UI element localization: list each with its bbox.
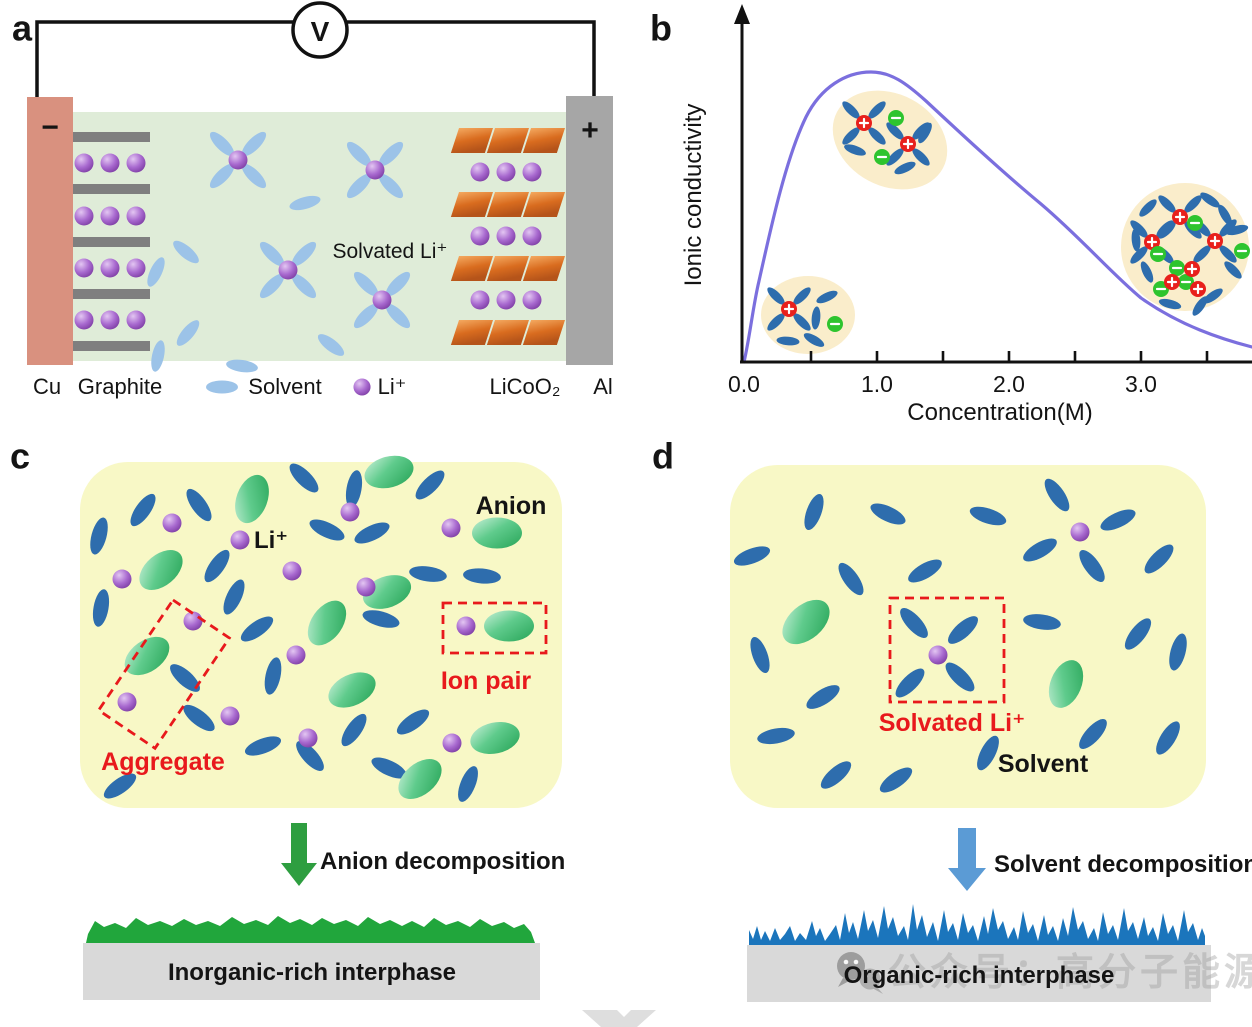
x-tick-1: 1.0 [861, 371, 893, 397]
ion-pair-dashed-box [441, 601, 548, 655]
organic-interphase-label: Organic-rich interphase [844, 962, 1115, 989]
solvated-li-label: Solvated Li⁺ [879, 709, 1026, 737]
aggregate-dashed-box [96, 598, 232, 751]
y-axis-arrowhead-icon [734, 4, 750, 24]
panel-b: b [650, 4, 1252, 426]
inorganic-interphase-substrate [83, 943, 540, 1000]
solvent-legend-icon [206, 380, 238, 394]
legend-solvent: Solvent [248, 374, 321, 399]
voltmeter-label: V [311, 16, 330, 47]
negative-sign: − [41, 111, 59, 144]
electrolyte-box-dilute [730, 465, 1206, 808]
x-tick-2: 2.0 [993, 371, 1025, 397]
wire-left [35, 20, 294, 97]
panel-c: c [10, 435, 565, 1000]
anion-decomposition-label: Anion decomposition [320, 848, 565, 875]
inorganic-interphase-label: Inorganic-rich interphase [168, 959, 456, 986]
x-tick-0: 0.0 [728, 371, 760, 397]
panel-a: a V − + [12, 1, 613, 399]
panel-d: d Solvated Li⁺ Solvent [652, 435, 1252, 1002]
li-legend-icon [353, 378, 371, 396]
panel-b-label: b [650, 7, 672, 48]
solvent-decomposition-label: Solvent decomposition [994, 851, 1252, 878]
wechat-icon [837, 952, 883, 994]
cluster-aggregate [1121, 183, 1252, 318]
x-ticks [809, 351, 1209, 362]
solvated-li-dashed-box [888, 596, 1006, 704]
li-label: Li⁺ [254, 527, 288, 554]
ion-pair-label: Ion pair [441, 667, 532, 695]
inorganic-sei-layer [86, 916, 535, 943]
watermark-text: 公众号：高分子能源 [888, 952, 1252, 994]
cluster-dilute [761, 276, 855, 354]
legend-licoo2: LiCoO₂ [490, 374, 561, 399]
x-tick-3: 3.0 [1125, 371, 1157, 397]
conductivity-curve [742, 70, 1252, 364]
cluster-optimal [832, 90, 948, 190]
graphite-anode [73, 132, 150, 351]
solvent-decomposition-arrow-icon [948, 828, 986, 891]
organic-sei-layer [749, 904, 1205, 945]
legend-li: Li⁺ [378, 374, 407, 399]
panel-c-label: c [10, 435, 30, 476]
solvent-label: Solvent [998, 750, 1089, 778]
positive-sign: + [581, 114, 599, 147]
anion-decomposition-arrow-icon [281, 823, 317, 886]
cu-electrode [27, 97, 73, 365]
page-artifact-chevron-icon [582, 1010, 656, 1027]
legend-graphite: Graphite [78, 374, 162, 399]
y-axis-label: Ionic conductivity [680, 104, 707, 287]
legend-cu: Cu [33, 374, 61, 399]
panel-a-label: a [12, 7, 33, 48]
panel-d-label: d [652, 435, 674, 476]
voltmeter-icon [291, 1, 349, 59]
wire-right [347, 20, 596, 96]
panel-a-legend: Cu Graphite Solvent Li⁺ LiCoO₂ Al [33, 374, 613, 399]
watermark: 公众号：高分子能源 [837, 952, 1252, 994]
anion-label: Anion [476, 492, 547, 520]
x-axis-label: Concentration(M) [907, 399, 1092, 426]
al-electrode [566, 96, 613, 365]
legend-al: Al [593, 374, 613, 399]
solvated-li-annotation: Solvated Li⁺ [333, 240, 448, 263]
aggregate-label: Aggregate [101, 748, 225, 776]
axes: 0.0 1.0 2.0 3.0 Concentration(M) Ionic c… [680, 4, 1252, 426]
organic-interphase-substrate [747, 945, 1211, 1002]
